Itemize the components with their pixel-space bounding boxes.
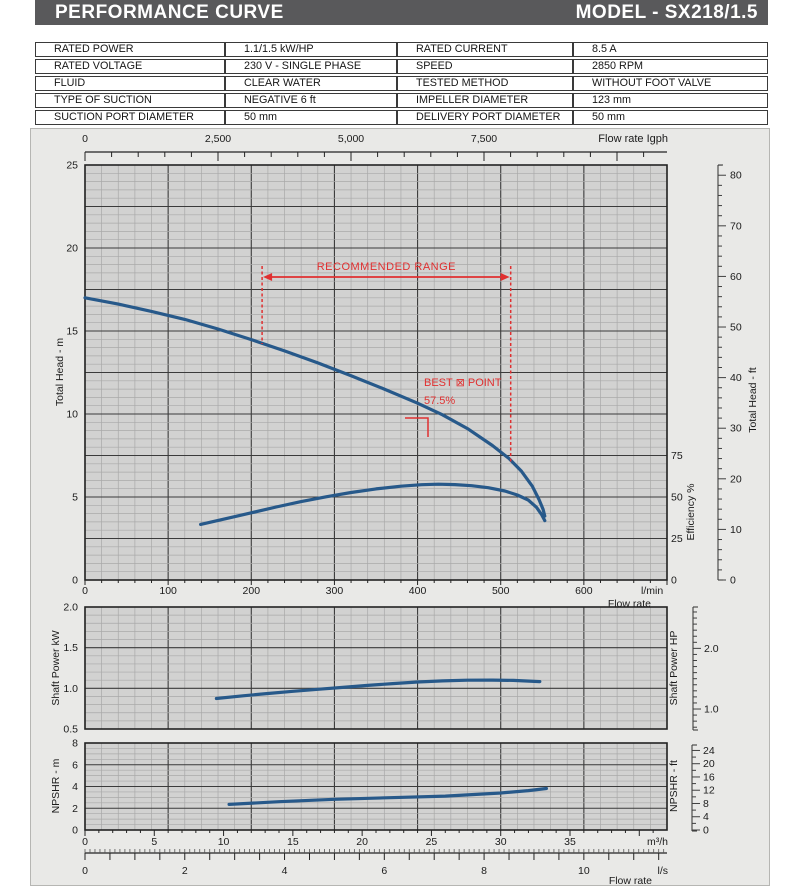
spec-row: TYPE OF SUCTION NEGATIVE 6 ft IMPELLER DIA… [35, 93, 768, 108]
spec-value: 230 V - SINGLE PHASE [225, 59, 397, 74]
spec-label: TYPE OF SUCTION [35, 93, 225, 108]
spec-label: TESTED METHOD [397, 76, 573, 91]
spec-table-body: RATED POWER 1.1/1.5 kW/HP RATED CURRENT 8.5… [35, 42, 768, 125]
spec-value: 1.1/1.5 kW/HP [225, 42, 397, 57]
spec-label: IMPELLER DIAMETER [397, 93, 573, 108]
header-bar: PERFORMANCE CURVE MODEL - SX218/1.5 [35, 0, 768, 25]
spec-value: NEGATIVE 6 ft [225, 93, 397, 108]
model-label: MODEL - SX218/1.5 [575, 1, 758, 23]
spec-label: RATED VOLTAGE [35, 59, 225, 74]
spec-row: FLUID CLEAR WATER TESTED METHOD WITHOUT FOO… [35, 76, 768, 91]
spec-value: 8.5 A [573, 42, 768, 57]
spec-value: CLEAR WATER [225, 76, 397, 91]
spec-row: RATED VOLTAGE 230 V - SINGLE PHASE SPEED 28… [35, 59, 768, 74]
spec-value: 50 mm [225, 110, 397, 125]
spec-label: RATED CURRENT [397, 42, 573, 57]
spec-label: FLUID [35, 76, 225, 91]
spec-label: SUCTION PORT DIAMETER [35, 110, 225, 125]
spec-label: DELIVERY PORT DIAMETER [397, 110, 573, 125]
spec-value: 2850 RPM [573, 59, 768, 74]
spec-label: SPEED [397, 59, 573, 74]
chart-panel [30, 128, 770, 886]
spec-row: RATED POWER 1.1/1.5 kW/HP RATED CURRENT 8.5… [35, 42, 768, 57]
page-title: PERFORMANCE CURVE [55, 1, 284, 23]
spec-value: 123 mm [573, 93, 768, 108]
spec-row: SUCTION PORT DIAMETER 50 mm DELIVERY PORT … [35, 110, 768, 125]
spec-value: 50 mm [573, 110, 768, 125]
spec-table: RATED POWER 1.1/1.5 kW/HP RATED CURRENT 8.5… [35, 40, 768, 127]
spec-value: WITHOUT FOOT VALVE [573, 76, 768, 91]
spec-label: RATED POWER [35, 42, 225, 57]
